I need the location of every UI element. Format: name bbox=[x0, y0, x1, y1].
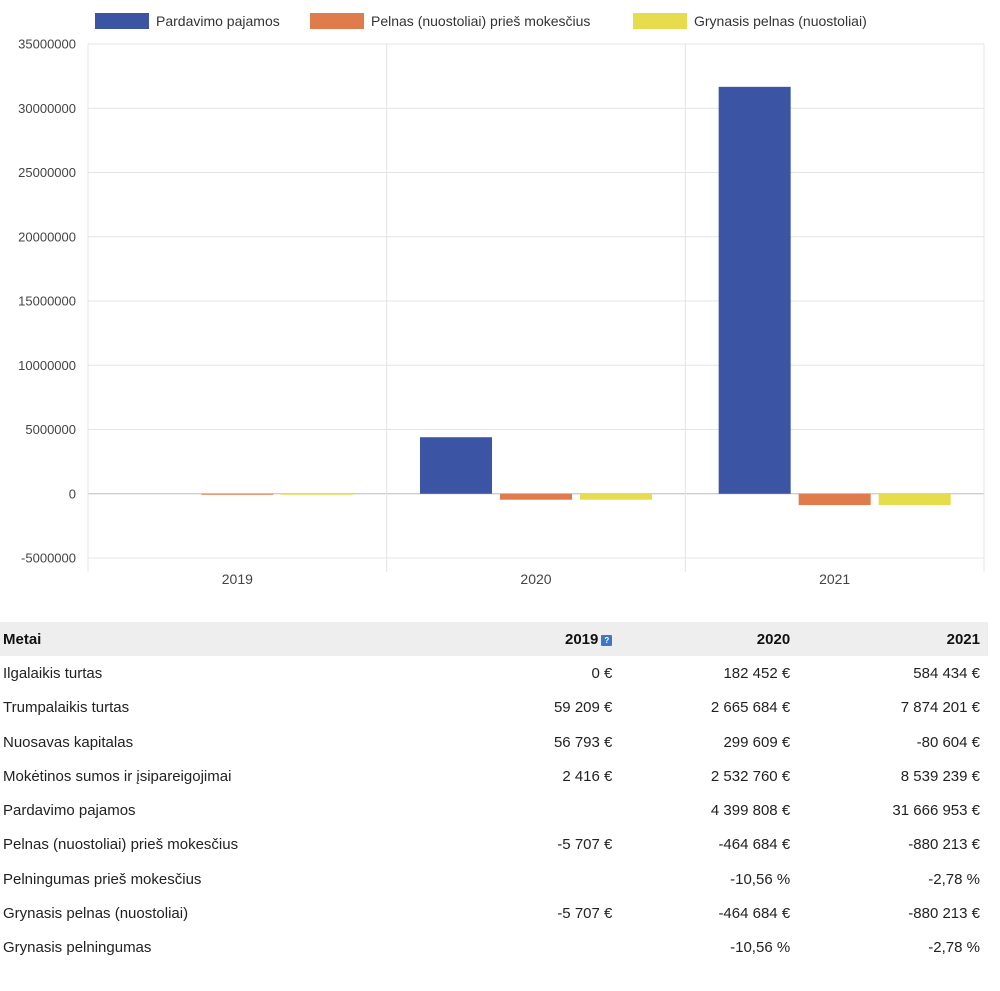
row-label: Pelnas (nuostoliai) prieš mokesčius bbox=[3, 836, 239, 854]
y-axis: 35000000 30000000 25000000 20000000 15000000… bbox=[18, 37, 76, 566]
row-value-2019 bbox=[443, 793, 613, 827]
legend-label[interactable]: Pelnas (nuostoliai) prieš mokesčius bbox=[371, 13, 590, 29]
bar-chart: Pardavimo pajamos Pelnas (nuostoliai) pri… bbox=[18, 13, 985, 587]
row-value-2019 bbox=[443, 862, 613, 896]
row-value-2019: 2 416 € bbox=[562, 767, 613, 785]
row-value-2021: -880 213 € bbox=[908, 905, 980, 923]
row-value-2021: -80 604 € bbox=[916, 733, 980, 751]
row-value-2021: -2,78 % bbox=[928, 870, 980, 888]
header-year-text: 2019 bbox=[564, 630, 599, 648]
bar-2020-series-3[interactable] bbox=[580, 493, 652, 500]
table-header-row: Metai 2019? 2020 2021 bbox=[0, 622, 988, 657]
row-value-2019: 0 € bbox=[591, 664, 613, 682]
table-row: Pardavimo pajamos 4 399 808 € 31 666 953 € bbox=[0, 793, 988, 827]
financial-table: Metai 2019? 2020 2021 Ilgalaikis turtas 0… bbox=[0, 622, 988, 965]
legend-swatch bbox=[633, 13, 687, 29]
y-tick-label: 10000000 bbox=[18, 358, 76, 373]
row-value-2020: -10,56 % bbox=[730, 870, 791, 888]
row-value-2020: 2 665 684 € bbox=[710, 699, 791, 717]
x-axis: 2019 2020 2021 bbox=[222, 571, 851, 587]
row-label: Nuosavas kapitalas bbox=[3, 733, 134, 751]
row-label: Trumpalaikis turtas bbox=[3, 699, 130, 717]
info-icon[interactable]: ? bbox=[601, 634, 613, 646]
y-tick-label: 5000000 bbox=[25, 422, 76, 437]
table-row: Nuosavas kapitalas 56 793 € 299 609 € -80 6… bbox=[0, 725, 988, 759]
legend-swatch bbox=[310, 13, 364, 29]
row-value-2019: 59 209 € bbox=[553, 699, 613, 717]
table-body: Ilgalaikis turtas 0 € 182 452 € 584 434 € Tr… bbox=[0, 656, 988, 965]
row-label: Pardavimo pajamos bbox=[3, 802, 136, 820]
x-tick-label: 2020 bbox=[520, 571, 551, 587]
table-row: Mokėtinos sumos ir įsipareigojimai 2 416 … bbox=[0, 759, 988, 793]
chart-bars bbox=[201, 86, 951, 506]
row-label: Pelningumas prieš mokesčius bbox=[3, 870, 202, 888]
row-value-2020: 299 609 € bbox=[723, 733, 791, 751]
y-tick-label: 25000000 bbox=[18, 165, 76, 180]
table-row: Ilgalaikis turtas 0 € 182 452 € 584 434 € bbox=[0, 656, 988, 690]
row-value-2021: 7 874 201 € bbox=[900, 699, 980, 717]
header-year-2021: 2021 bbox=[790, 622, 988, 657]
table-row: Trumpalaikis turtas 59 209 € 2 665 684 € 7 … bbox=[0, 691, 988, 725]
bar-2019-series-2[interactable] bbox=[201, 493, 274, 495]
x-tick-label: 2019 bbox=[222, 571, 253, 587]
y-tick-label: 15000000 bbox=[18, 294, 76, 309]
row-value-2021: 8 539 239 € bbox=[900, 767, 980, 785]
row-label: Mokėtinos sumos ir įsipareigojimai bbox=[3, 767, 232, 785]
row-value-2020: 4 399 808 € bbox=[710, 802, 791, 820]
y-tick-label: 35000000 bbox=[18, 37, 76, 52]
y-tick-label: -5000000 bbox=[21, 551, 76, 566]
y-tick-label: 20000000 bbox=[18, 229, 76, 244]
x-tick-label: 2021 bbox=[819, 571, 850, 587]
bar-2021-series-3[interactable] bbox=[878, 493, 951, 506]
row-value-2019 bbox=[443, 931, 613, 965]
row-value-2021: -880 213 € bbox=[908, 836, 980, 854]
row-label: Grynasis pelningumas bbox=[3, 939, 152, 957]
row-label: Ilgalaikis turtas bbox=[3, 664, 103, 682]
table-row: Grynasis pelningumas -10,56 % -2,78 % bbox=[0, 931, 988, 965]
legend-swatch bbox=[95, 13, 149, 29]
row-value-2019: 56 793 € bbox=[553, 733, 613, 751]
row-value-2019: -5 707 € bbox=[557, 836, 613, 854]
bar-2021-series-1[interactable] bbox=[718, 86, 791, 494]
row-value-2020: -464 684 € bbox=[718, 905, 791, 923]
y-tick-label: 30000000 bbox=[18, 101, 76, 116]
chart-grid bbox=[87, 43, 985, 572]
bar-2021-series-2[interactable] bbox=[798, 493, 871, 506]
header-year-2020: 2020 bbox=[612, 622, 791, 657]
row-value-2020: 182 452 € bbox=[723, 664, 791, 682]
legend-label[interactable]: Grynasis pelnas (nuostoliai) bbox=[694, 13, 867, 29]
bar-2020-series-1[interactable] bbox=[420, 437, 492, 494]
bar-2019-series-3[interactable] bbox=[281, 493, 354, 495]
y-tick-label: 0 bbox=[69, 486, 76, 501]
row-value-2020: 2 532 760 € bbox=[710, 767, 791, 785]
table-row: Grynasis pelnas (nuostoliai) -5 707 € -464… bbox=[0, 896, 988, 930]
header-years-label: Metai bbox=[0, 622, 443, 657]
table-row: Pelningumas prieš mokesčius -10,56 % -2,78… bbox=[0, 862, 988, 896]
row-value-2021: -2,78 % bbox=[928, 939, 980, 957]
row-label: Grynasis pelnas (nuostoliai) bbox=[3, 905, 189, 923]
header-year-2019: 2019? bbox=[442, 622, 613, 657]
row-value-2020: -464 684 € bbox=[718, 836, 791, 854]
row-value-2019: -5 707 € bbox=[557, 905, 613, 923]
bar-2020-series-2[interactable] bbox=[500, 493, 572, 500]
row-value-2021: 584 434 € bbox=[913, 664, 980, 682]
chart-legend: Pardavimo pajamos Pelnas (nuostoliai) pri… bbox=[95, 13, 867, 29]
row-value-2020: -10,56 % bbox=[730, 939, 791, 957]
row-value-2021: 31 666 953 € bbox=[892, 802, 980, 820]
legend-label[interactable]: Pardavimo pajamos bbox=[156, 13, 280, 29]
table-row: Pelnas (nuostoliai) prieš mokesčius -5 70… bbox=[0, 828, 988, 862]
